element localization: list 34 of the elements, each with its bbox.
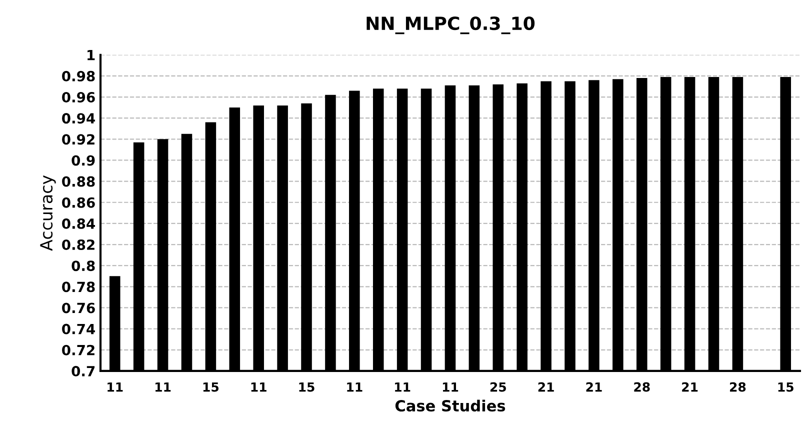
y-tick-label: 0.72 bbox=[62, 344, 94, 356]
y-tick-label: 0.74 bbox=[62, 324, 95, 334]
x-axis-title: Case Studies bbox=[395, 400, 506, 412]
x-tick-label: 28 bbox=[634, 382, 650, 392]
y-tick-label: 0.76 bbox=[62, 302, 95, 314]
y-tick-label: 0.78 bbox=[62, 282, 95, 292]
x-tick-label: 15 bbox=[203, 382, 219, 392]
x-tick-label: 11 bbox=[155, 382, 171, 392]
y-tick-label: 0.82 bbox=[62, 239, 94, 250]
chart-title: NN_MLPC_0.3_10 bbox=[366, 16, 535, 34]
x-tick-label: 15 bbox=[299, 382, 314, 392]
y-tick-label: 0.8 bbox=[72, 260, 95, 272]
y-tick-label: 0.96 bbox=[62, 92, 95, 102]
y-tick-label: 0.92 bbox=[62, 134, 94, 145]
x-tick-label: 11 bbox=[347, 382, 362, 392]
x-tick-label: 11 bbox=[395, 382, 410, 392]
y-tick-label: 1 bbox=[88, 50, 95, 60]
y-tick-label: 0.86 bbox=[62, 197, 95, 208]
x-tick-label: 15 bbox=[778, 382, 794, 392]
x-tick-label: 11 bbox=[108, 382, 123, 392]
y-tick-label: 0.9 bbox=[72, 155, 95, 166]
y-tick-label: 0.88 bbox=[62, 176, 95, 187]
x-tick-label: 21 bbox=[682, 382, 698, 392]
y-axis-title: Accuracy bbox=[40, 175, 56, 251]
y-tick-label: 0.7 bbox=[72, 366, 95, 376]
x-tick-label: 21 bbox=[538, 382, 554, 392]
y-tick-label: 0.94 bbox=[62, 113, 95, 124]
x-tick-label: 11 bbox=[251, 382, 266, 392]
y-tick-label: 0.98 bbox=[62, 70, 95, 82]
x-tick-label: 11 bbox=[442, 382, 458, 392]
x-tick-label: 25 bbox=[490, 382, 506, 392]
x-tick-label: 21 bbox=[586, 382, 602, 392]
y-tick-label: 0.84 bbox=[62, 218, 95, 229]
x-tick-label: 28 bbox=[730, 382, 746, 392]
